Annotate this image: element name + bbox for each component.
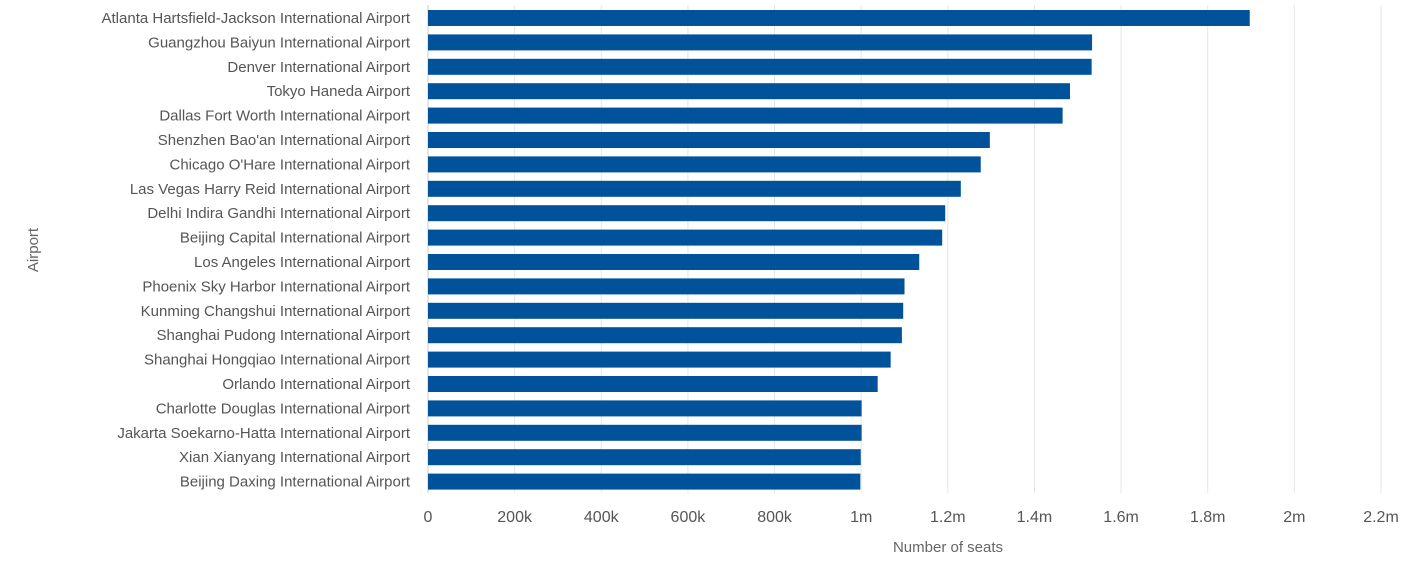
category-label: Chicago O'Hare International Airport — [170, 156, 411, 173]
x-tick-label: 800k — [757, 509, 793, 526]
bar[interactable] — [428, 180, 961, 197]
category-label: Shanghai Pudong International Airport — [156, 327, 410, 344]
category-label: Guangzhou Baiyun International Airport — [148, 34, 411, 51]
category-label: Beijing Capital International Airport — [180, 230, 411, 247]
bar[interactable] — [428, 376, 878, 392]
x-tick-label: 1.4m — [1017, 509, 1053, 526]
category-label: Los Angeles International Airport — [194, 254, 411, 271]
category-label: Denver International Airport — [227, 59, 410, 76]
category-label: Delhi Indira Gandhi International Airpor… — [147, 205, 410, 222]
bar[interactable] — [428, 107, 1063, 124]
category-label: Charlotte Douglas International Airport — [156, 400, 411, 417]
bars — [428, 10, 1250, 490]
category-label: Shenzhen Bao'an International Airport — [158, 132, 411, 149]
category-label: Kunming Changshui International Airport — [141, 303, 411, 320]
x-tick-labels: 0 200k 400k 600k 800k 1m 1.2m 1.4m 1.6m 1.8m 2m 2.2… — [424, 509, 1399, 526]
category-label: Shanghai Hongqiao International Airport — [144, 352, 411, 369]
bar[interactable] — [428, 229, 943, 246]
category-labels: Atlanta Hartsfield-Jackson International… — [102, 10, 411, 491]
bar[interactable] — [428, 302, 904, 319]
bar[interactable] — [428, 34, 1093, 51]
bar[interactable] — [428, 58, 1092, 75]
bar[interactable] — [428, 205, 946, 222]
category-label: Jakarta Soekarno-Hatta International Air… — [117, 425, 410, 442]
category-label: Beijing Daxing International Airport — [180, 474, 411, 491]
bar[interactable] — [428, 424, 862, 441]
x-tick-label: 600k — [671, 509, 707, 526]
category-label: Atlanta Hartsfield-Jackson International… — [102, 10, 411, 27]
category-label: Xian Xianyang International Airport — [179, 449, 411, 466]
bar[interactable] — [428, 156, 981, 173]
bar[interactable] — [428, 254, 920, 270]
x-axis-title: Number of seats — [893, 539, 1003, 556]
bar[interactable] — [428, 351, 891, 368]
x-tick-label: 1.2m — [930, 509, 966, 526]
x-tick-label: 0 — [424, 509, 433, 526]
x-tick-label: 2.2m — [1363, 509, 1399, 526]
bar[interactable] — [428, 400, 862, 417]
grid-lines — [427, 5, 1382, 493]
x-tick-label: 200k — [497, 509, 533, 526]
category-label: Tokyo Haneda Airport — [267, 83, 411, 100]
y-axis-title: Airport — [25, 227, 42, 272]
category-label: Dallas Fort Worth International Airport — [159, 108, 410, 125]
bar[interactable] — [428, 10, 1250, 26]
x-tick-label: 2m — [1283, 509, 1305, 526]
x-tick-label: 400k — [584, 509, 620, 526]
bar[interactable] — [428, 278, 905, 295]
x-tick-label: 1.8m — [1190, 509, 1226, 526]
bar[interactable] — [428, 327, 902, 344]
x-tick-label: 1.6m — [1103, 509, 1139, 526]
bar[interactable] — [428, 449, 861, 466]
bar[interactable] — [428, 132, 990, 148]
bar[interactable] — [428, 473, 861, 490]
bar[interactable] — [428, 83, 1070, 100]
category-label: Las Vegas Harry Reid International Airpo… — [130, 181, 411, 198]
x-tick-label: 1m — [850, 509, 872, 526]
category-label: Phoenix Sky Harbor International Airport — [142, 278, 410, 295]
category-label: Orlando International Airport — [222, 376, 410, 393]
